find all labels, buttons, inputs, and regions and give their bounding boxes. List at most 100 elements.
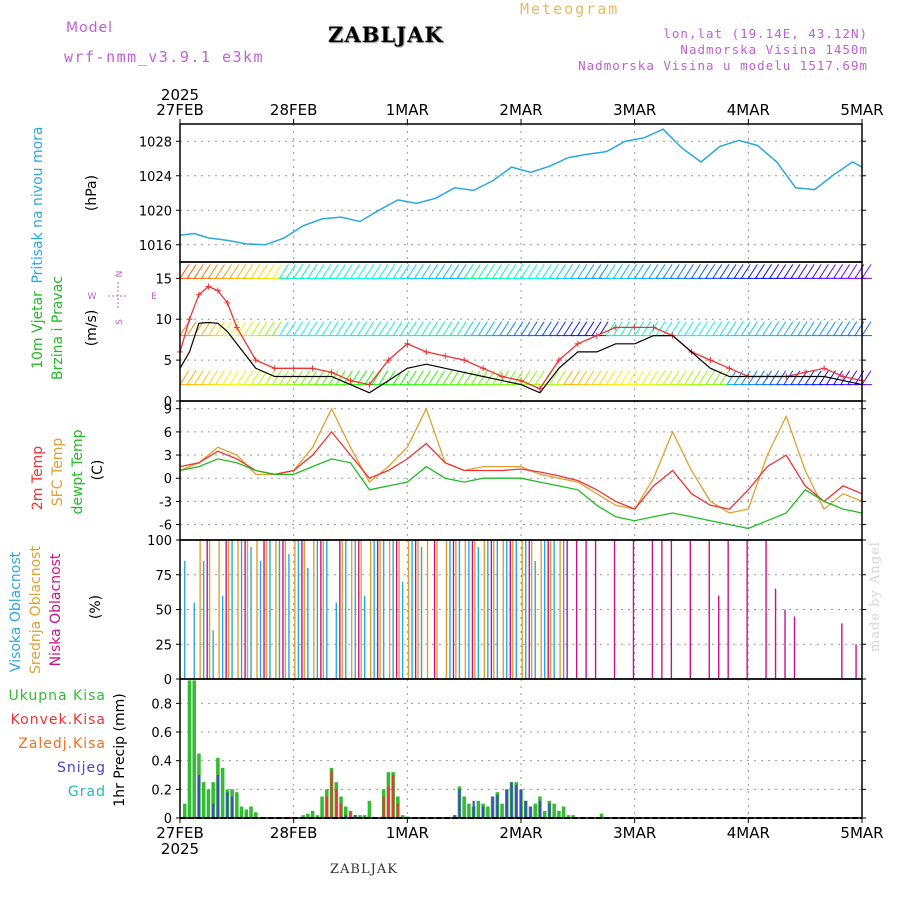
wind-barb bbox=[861, 321, 872, 337]
y-tick-label: 0 bbox=[164, 395, 172, 410]
precip-bar bbox=[349, 812, 352, 818]
precip-bar bbox=[182, 803, 187, 818]
precip-bar bbox=[201, 782, 206, 818]
precip-bar bbox=[231, 796, 234, 818]
precip-bar bbox=[500, 803, 504, 818]
precip-bar bbox=[542, 810, 547, 818]
precip-bar bbox=[310, 810, 315, 818]
wind-gust-marker bbox=[347, 377, 354, 384]
precip-bar bbox=[367, 800, 372, 818]
year-label-bottom: 2025 bbox=[161, 840, 199, 858]
wind-gust-marker bbox=[499, 373, 506, 380]
wind-gust-marker bbox=[650, 324, 657, 331]
precip-bar bbox=[192, 680, 196, 818]
y-tick-label: 15 bbox=[155, 272, 172, 287]
precip-bar bbox=[320, 796, 324, 818]
y-tick-label: 75 bbox=[155, 569, 172, 584]
compass-north: N bbox=[115, 271, 125, 278]
x-tick-label-bottom: 5MAR bbox=[840, 824, 883, 842]
temp-ylabel: (C) bbox=[90, 460, 106, 481]
y-tick-label: 0 bbox=[164, 673, 172, 688]
y-tick-label: 3 bbox=[164, 449, 172, 464]
y-tick-label: 100 bbox=[147, 534, 172, 549]
precip-bar bbox=[254, 812, 258, 818]
precip-ylabel: 1hr Precip (mm) bbox=[112, 693, 128, 806]
wind-gust-marker bbox=[385, 357, 392, 364]
pressure-ylabel: (hPa) bbox=[84, 175, 100, 211]
precip-bar bbox=[491, 796, 494, 818]
wind-gust-marker bbox=[328, 369, 335, 376]
precip-bar bbox=[533, 803, 537, 818]
precip-bar bbox=[335, 789, 338, 818]
wind-gust-marker bbox=[205, 283, 212, 290]
x-tick-label-bottom: 28FEB bbox=[270, 824, 317, 842]
precip-bar bbox=[599, 813, 604, 818]
wind-gust-marker bbox=[821, 365, 828, 372]
wind-gust-marker bbox=[840, 373, 847, 380]
precip-bar bbox=[561, 806, 566, 818]
precip-bar bbox=[467, 803, 471, 818]
x-tick-label-top: 4MAR bbox=[727, 101, 770, 119]
precip-bar bbox=[315, 815, 320, 818]
wind-gust-marker bbox=[707, 357, 714, 364]
y-tick-label: 9 bbox=[164, 403, 172, 418]
wind-compass bbox=[108, 282, 128, 310]
wind-gust-marker bbox=[518, 377, 524, 384]
wind-gust-marker bbox=[404, 340, 411, 347]
pressure-line bbox=[179, 128, 863, 246]
y-tick-label: -3 bbox=[159, 495, 172, 510]
compass-south: S bbox=[115, 319, 125, 325]
precip-legend-item: Konvek.Kisa bbox=[11, 712, 106, 728]
precip-bar bbox=[566, 815, 571, 818]
wind-title-line2: Brzina i Pravac bbox=[50, 276, 66, 380]
panel-frame bbox=[179, 400, 863, 541]
wind-gust-marker bbox=[309, 365, 316, 372]
wind-gust-marker bbox=[252, 357, 259, 364]
precip-bar bbox=[519, 789, 523, 818]
y-tick-label: 5 bbox=[164, 354, 172, 369]
wind-gust-marker bbox=[195, 291, 202, 298]
wind-gust-marker bbox=[271, 365, 278, 372]
meteogram-label: Meteogram bbox=[520, 0, 620, 18]
x-tick-label-top: 27FEB bbox=[156, 101, 203, 119]
x-tick-label-bottom: 4MAR bbox=[727, 824, 770, 842]
precip-bar bbox=[515, 785, 518, 818]
panel-frame bbox=[179, 123, 863, 263]
precip-bar bbox=[220, 767, 225, 818]
precip-bar bbox=[453, 815, 456, 818]
y-tick-label: 0.8 bbox=[151, 697, 172, 712]
wind-gust-marker bbox=[224, 299, 231, 306]
temp-legend-2m: 2m Temp bbox=[30, 446, 46, 510]
y-tick-label: 1016 bbox=[139, 239, 172, 254]
y-tick-label: 50 bbox=[155, 604, 172, 619]
precip-bar bbox=[343, 806, 348, 818]
lonlat-label: lon,lat (19.14E, 43.12N) bbox=[663, 26, 868, 41]
precip-bar bbox=[235, 792, 239, 818]
precip-bar bbox=[358, 815, 362, 818]
y-tick-label: 1028 bbox=[139, 135, 172, 150]
precip-bar bbox=[301, 815, 305, 818]
precip-bar bbox=[505, 789, 508, 818]
model-name: wrf-nmm_v3.9.1 e3km bbox=[64, 48, 265, 66]
precip-bar bbox=[211, 782, 215, 818]
temp-legend-sfc: SFC Temp bbox=[50, 438, 66, 507]
x-tick-label-top: 1MAR bbox=[386, 101, 429, 119]
precip-bar bbox=[524, 800, 527, 818]
precip-bar bbox=[197, 775, 201, 818]
y-tick-label: 0.6 bbox=[151, 726, 172, 741]
wind-gust-marker bbox=[726, 365, 733, 372]
precip-bar bbox=[462, 796, 466, 818]
precip-bar bbox=[362, 815, 367, 818]
wind-gust-marker bbox=[574, 340, 581, 347]
cloud-legend-low: Niska Oblacnost bbox=[48, 553, 64, 666]
precip-bar bbox=[249, 806, 253, 818]
model-label: Model bbox=[66, 20, 114, 36]
precip-bar bbox=[458, 789, 461, 818]
precip-bar bbox=[187, 680, 192, 818]
precip-bar bbox=[510, 782, 513, 818]
wind-gust-line bbox=[179, 285, 863, 390]
sfc-temp-line bbox=[179, 407, 863, 514]
wind-gust-marker bbox=[423, 348, 430, 355]
footer-title: ZABLJAK bbox=[330, 862, 398, 877]
